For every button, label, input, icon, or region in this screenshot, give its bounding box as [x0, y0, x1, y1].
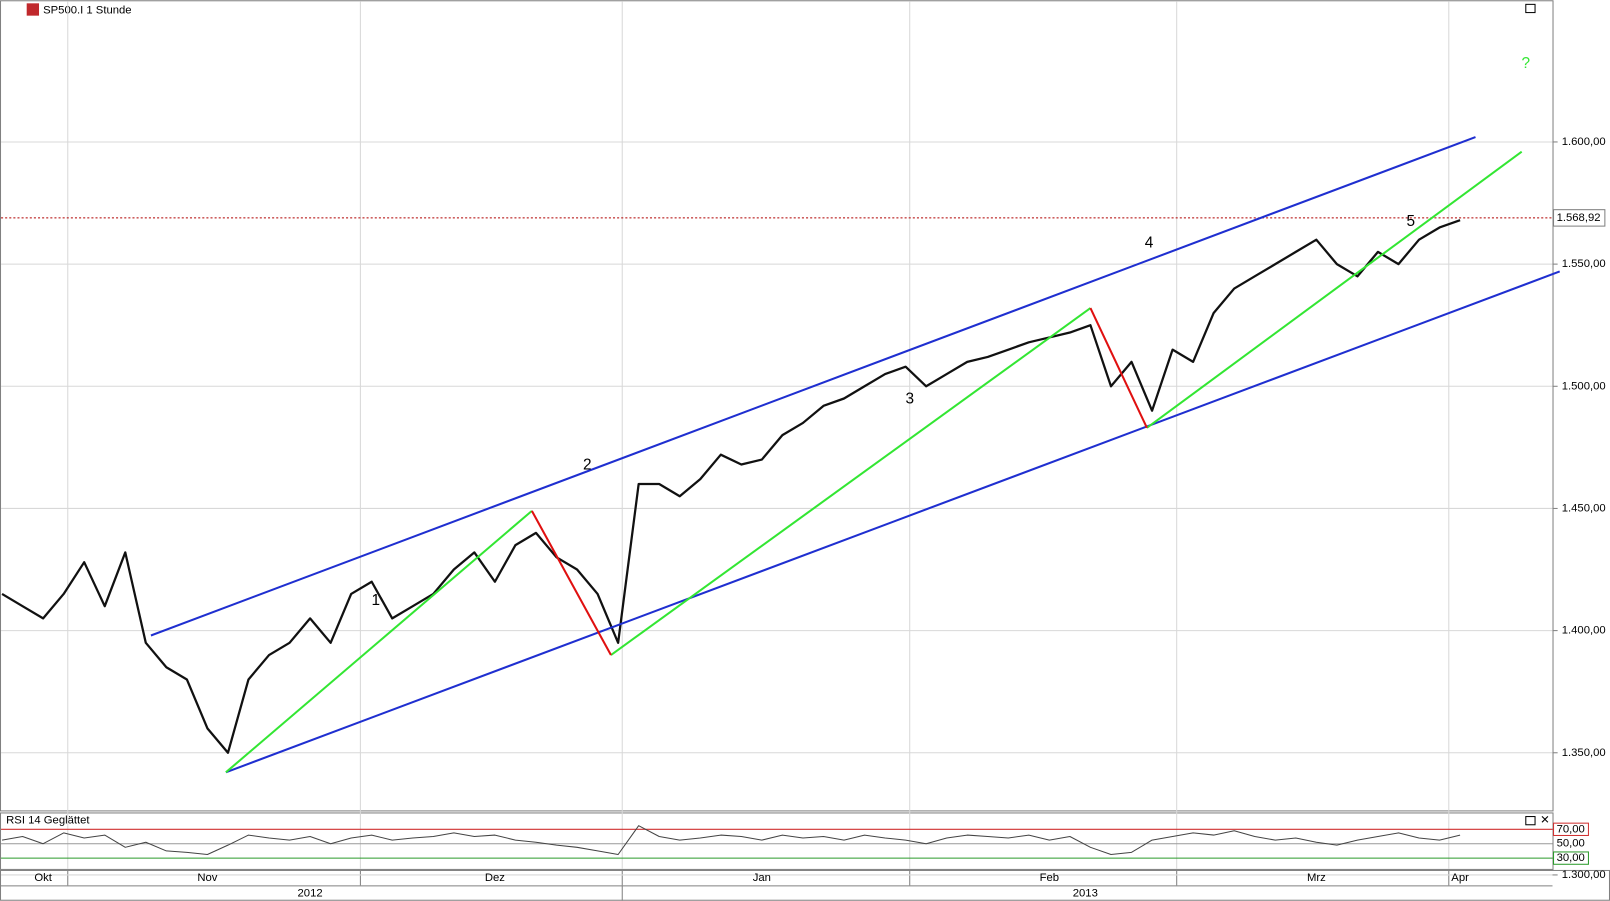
- rsi-level-tag: [1553, 822, 1589, 836]
- rsi-title[interactable]: RSI 14 Geglättet: [6, 815, 90, 827]
- year-label: 2012: [298, 888, 323, 900]
- price-line: [1, 825, 1461, 856]
- wave-label: ?: [1522, 55, 1531, 72]
- price-line: [1, 219, 1461, 754]
- x-tick-label: Nov: [197, 872, 217, 884]
- y-tick-label: 1.450,00: [1562, 502, 1606, 514]
- wave-label: 1: [372, 592, 381, 609]
- trend-line: [150, 136, 1476, 637]
- rsi-maximize-button[interactable]: [1525, 816, 1536, 826]
- trend-line: [530, 510, 612, 656]
- y-tick-label: 1.600,00: [1562, 136, 1606, 148]
- x-tick-label: Apr: [1451, 872, 1469, 884]
- rsi-tick-label: 30,00: [1557, 852, 1585, 864]
- last-price-tag: [1553, 209, 1606, 227]
- trend-line: [1146, 150, 1523, 429]
- x-tick-label: Jan: [753, 872, 771, 884]
- x-tick-label: Feb: [1040, 872, 1059, 884]
- rsi-tick-label: 50,00: [1557, 838, 1585, 850]
- rsi-tick-label: 70,00: [1557, 823, 1585, 835]
- trend-line: [225, 510, 533, 774]
- y-tick-label: 1.300,00: [1562, 869, 1606, 881]
- x-tick-label: Dez: [485, 872, 505, 884]
- x-tick-label: Okt: [34, 872, 52, 884]
- wave-label: 5: [1407, 213, 1416, 230]
- last-price-label: 1.568,92: [1557, 212, 1601, 224]
- x-tick-label: Mrz: [1307, 872, 1326, 884]
- rsi-level-tag: [1553, 851, 1589, 865]
- chart-title[interactable]: SP500.I 1 Stunde: [43, 5, 131, 17]
- trend-line: [610, 307, 1092, 656]
- trend-line: [1089, 307, 1148, 429]
- y-tick-label: 1.550,00: [1562, 258, 1606, 270]
- wave-label: 3: [905, 391, 914, 408]
- wave-label: 4: [1145, 235, 1154, 252]
- y-tick-label: 1.400,00: [1562, 625, 1606, 637]
- maximize-button[interactable]: [1525, 3, 1536, 14]
- price-pane: [0, 0, 1554, 812]
- trend-line: [225, 270, 1561, 774]
- instrument-icon[interactable]: [26, 3, 40, 16]
- rsi-pane: [0, 812, 1554, 870]
- year-label: 2013: [1073, 888, 1098, 900]
- y-tick-label: 1.500,00: [1562, 380, 1606, 392]
- wave-label: 2: [583, 456, 592, 473]
- rsi-close-button[interactable]: ✕: [1540, 815, 1549, 827]
- y-tick-label: 1.350,00: [1562, 747, 1606, 759]
